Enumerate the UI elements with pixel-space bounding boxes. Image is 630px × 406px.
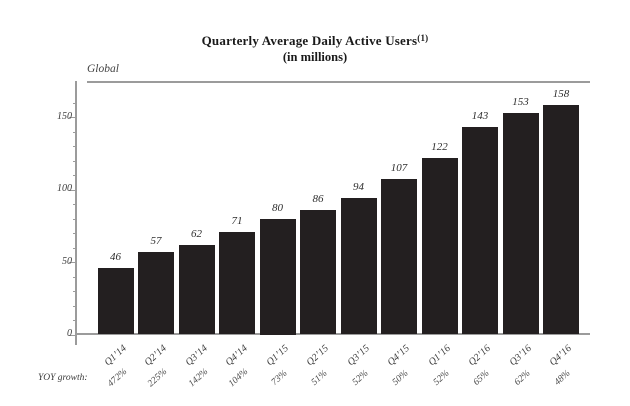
bar-Q4’15 xyxy=(381,179,417,335)
bar-Q4’16 xyxy=(543,105,579,335)
bar-Q1’16 xyxy=(421,157,458,335)
yoy-growth-caption: YOY growth: xyxy=(38,373,88,383)
y-minor-tick xyxy=(73,175,77,176)
bar-value-label: 94 xyxy=(353,181,364,194)
chart-title-footnote-marker: (1) xyxy=(417,33,429,43)
bar-value-label: 57 xyxy=(150,234,162,247)
bar-value-label: 107 xyxy=(390,162,408,175)
bar-Q2’14 xyxy=(138,251,174,335)
bar-Q2’15 xyxy=(300,209,336,335)
top-rule-line xyxy=(87,81,590,83)
bar-value-label: 143 xyxy=(471,110,489,123)
bar-value-label: 80 xyxy=(272,201,283,214)
bar-value-label: 122 xyxy=(431,140,448,153)
y-axis-tick-label: 150 xyxy=(57,110,72,122)
y-minor-tick xyxy=(73,131,77,133)
bar-Q1’14 xyxy=(97,267,134,335)
bar-value-label: 153 xyxy=(512,95,529,108)
y-minor-tick xyxy=(73,102,77,104)
chart-title-block: Quarterly Average Daily Active Users(1) … xyxy=(0,33,630,65)
y-minor-tick xyxy=(73,305,77,307)
bar-value-label: 71 xyxy=(231,214,243,227)
chart-title: Quarterly Average Daily Active Users(1) xyxy=(0,33,630,49)
chart-subtitle: (in millions) xyxy=(282,50,348,64)
bar-value-label: 46 xyxy=(110,250,121,263)
bar-value-label: 86 xyxy=(312,192,324,205)
y-major-tick xyxy=(69,334,77,336)
y-axis-tick-label: 100 xyxy=(57,183,72,194)
y-minor-tick xyxy=(73,218,77,220)
y-minor-tick xyxy=(73,320,77,321)
y-axis-tick-label: 0 xyxy=(67,328,72,339)
y-major-tick xyxy=(69,189,77,191)
bar-value-label: 158 xyxy=(552,88,570,101)
y-major-tick xyxy=(69,117,77,118)
y-minor-tick xyxy=(73,233,77,234)
bar-Q2’16 xyxy=(462,127,498,335)
y-minor-tick xyxy=(73,276,77,278)
y-major-tick xyxy=(69,262,77,263)
y-minor-tick xyxy=(73,146,77,147)
region-label: Global xyxy=(87,63,119,75)
y-minor-tick xyxy=(73,247,77,249)
bar-Q4’14 xyxy=(219,231,255,335)
bar-value-label: 62 xyxy=(191,227,202,240)
bar-Q3’14 xyxy=(178,244,215,335)
y-axis-tick-label: 50 xyxy=(62,255,72,267)
y-minor-tick xyxy=(73,291,77,292)
y-minor-tick xyxy=(73,204,77,205)
y-minor-tick xyxy=(73,160,77,162)
chart-title-text: Quarterly Average Daily Active Users xyxy=(201,33,418,48)
bar-Q3’16 xyxy=(502,112,539,335)
bar-Q3’15 xyxy=(340,198,377,335)
bar-Q1’15 xyxy=(259,218,296,335)
y-axis-line xyxy=(75,81,77,345)
